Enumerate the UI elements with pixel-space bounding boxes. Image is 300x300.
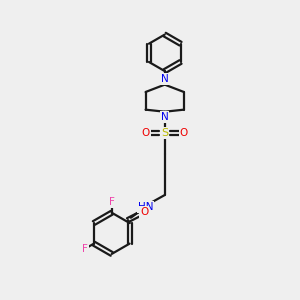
Text: O: O: [140, 207, 148, 217]
Text: S: S: [161, 128, 168, 138]
Text: HN: HN: [138, 202, 153, 212]
Text: F: F: [109, 197, 115, 207]
Text: N: N: [161, 112, 169, 122]
Text: N: N: [161, 74, 169, 84]
Text: O: O: [180, 128, 188, 138]
Text: O: O: [142, 128, 150, 138]
Text: F: F: [82, 244, 88, 254]
